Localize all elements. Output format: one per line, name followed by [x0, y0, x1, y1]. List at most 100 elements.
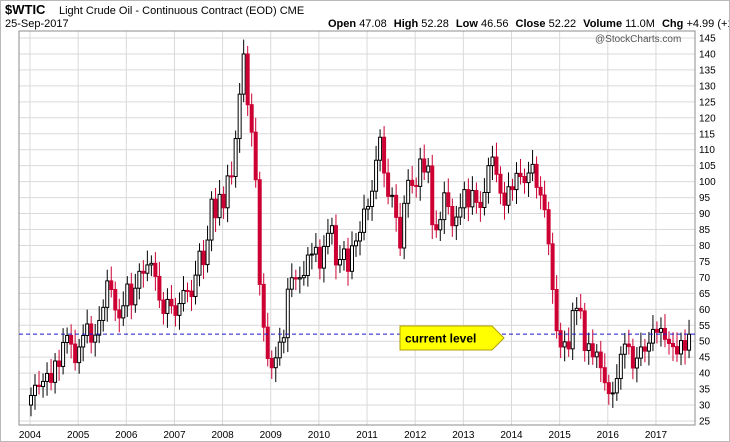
candle: [341, 240, 346, 271]
y-tick-label: 40: [699, 369, 711, 380]
candle: [209, 191, 214, 252]
candle: [478, 191, 483, 222]
candle: [462, 181, 467, 219]
y-tick-label: 95: [699, 193, 711, 204]
x-tick-label: 2017: [645, 430, 668, 441]
candle: [414, 177, 419, 198]
plot-frame: [18, 30, 696, 426]
close-label: Close: [516, 18, 546, 30]
x-tick-label: 2008: [211, 430, 234, 441]
candle: [321, 235, 326, 283]
candle: [129, 272, 134, 320]
x-tick-label: 2014: [500, 430, 523, 441]
y-tick-label: 80: [699, 241, 711, 252]
candle: [538, 176, 543, 210]
candle: [490, 145, 495, 181]
candle: [510, 178, 515, 201]
candle: [402, 195, 407, 260]
candle: [486, 157, 491, 204]
candle: [225, 164, 230, 223]
candle: [185, 282, 190, 303]
candle: [313, 233, 318, 263]
candle: [113, 281, 118, 322]
candle: [65, 327, 70, 354]
candle: [265, 312, 270, 367]
candle: [325, 218, 330, 255]
volume-value: 11.0M: [625, 18, 655, 30]
candle: [406, 169, 411, 218]
candle: [642, 338, 647, 363]
candle: [97, 306, 102, 344]
x-tick-label: 2015: [549, 430, 572, 441]
y-tick-label: 55: [699, 321, 711, 332]
x-tick-label: 2011: [356, 430, 378, 441]
candle: [329, 217, 334, 245]
candle: [285, 278, 290, 353]
y-tick-label: 135: [699, 65, 716, 76]
y-tick-label: 50: [699, 337, 711, 348]
x-tick-label: 2013: [452, 430, 475, 441]
x-tick-label: 2016: [597, 430, 620, 441]
candle: [45, 362, 50, 396]
candle: [466, 178, 471, 222]
candle: [237, 83, 242, 153]
candle: [101, 299, 106, 332]
candle: [105, 269, 110, 322]
candle: [683, 329, 688, 365]
symbol-label: $WTIC: [5, 2, 46, 17]
candle: [245, 45, 250, 116]
candle: [626, 329, 631, 355]
candle: [366, 198, 371, 221]
candle: [546, 201, 551, 256]
y-tick-label: 65: [699, 289, 711, 300]
y-tick-label: 30: [699, 401, 711, 412]
candle: [634, 346, 639, 383]
candle: [622, 332, 627, 369]
candle: [233, 130, 238, 188]
instrument-name: Light Crude Oil - Continuous Contract (E…: [59, 5, 304, 17]
candle: [77, 338, 82, 374]
y-tick-label: 45: [699, 353, 711, 364]
candle: [141, 260, 146, 288]
candle: [554, 275, 559, 339]
candle: [177, 292, 182, 330]
candle: [261, 273, 266, 342]
high-label: High: [394, 18, 419, 30]
candle: [81, 324, 86, 362]
y-tick-label: 75: [699, 257, 711, 268]
candle: [133, 273, 138, 313]
candle: [205, 225, 210, 273]
candle: [249, 93, 254, 147]
candle: [301, 261, 306, 286]
candle: [137, 263, 142, 300]
candle: [590, 329, 595, 365]
candle: [273, 346, 278, 383]
candle: [193, 260, 198, 305]
candle: [454, 205, 459, 241]
x-axis: 2004 2005 2006 2007 2008 2009 2010 2011 2012 2013…: [19, 430, 668, 441]
candle: [675, 332, 680, 362]
y-tick-label: 100: [699, 177, 716, 188]
candle: [638, 332, 643, 367]
candle: [630, 338, 635, 380]
candle: [570, 302, 575, 361]
candle: [558, 322, 563, 359]
candle: [550, 232, 555, 304]
candle: [305, 247, 310, 287]
y-tick-label: 60: [699, 305, 711, 316]
y-tick-label: 145: [699, 34, 716, 45]
candle: [474, 182, 479, 214]
candle: [157, 262, 162, 309]
candle: [566, 327, 571, 357]
candle: [422, 144, 427, 181]
candle: [666, 331, 671, 355]
x-tick-label: 2006: [115, 430, 138, 441]
candle: [189, 279, 194, 311]
candle: [646, 331, 651, 366]
callout-box: [399, 325, 505, 351]
candle: [687, 319, 692, 359]
candle: [289, 263, 294, 298]
candle: [149, 255, 154, 277]
candle: [165, 288, 170, 328]
candle: [470, 176, 475, 215]
